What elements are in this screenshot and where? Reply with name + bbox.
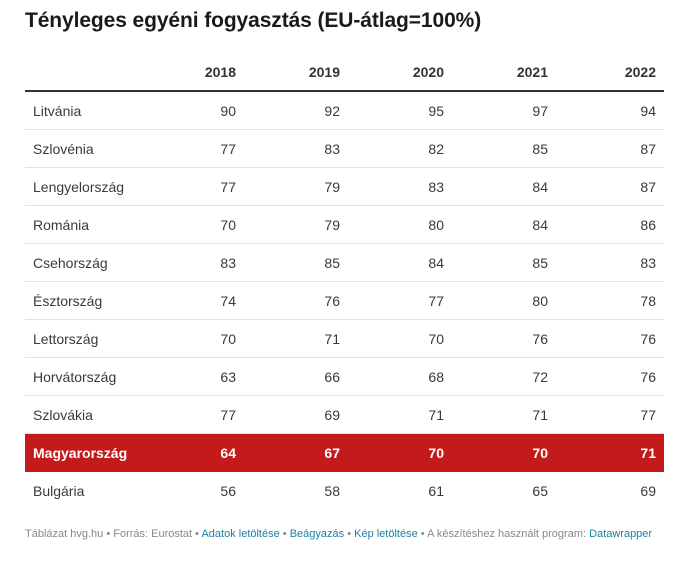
value-cell: 77 xyxy=(348,281,452,320)
value-cell: 71 xyxy=(556,433,664,472)
value-cell: 83 xyxy=(556,243,664,282)
value-cell: 82 xyxy=(348,129,452,168)
value-cell: 64 xyxy=(140,433,244,472)
header-row: 2018 2019 2020 2021 2022 xyxy=(25,53,664,92)
country-name: Szlovénia xyxy=(25,129,140,168)
value-cell: 70 xyxy=(348,433,452,472)
table-row: Lengyelország 77 79 83 84 87 xyxy=(25,167,664,206)
column-header-year: 2019 xyxy=(244,53,348,92)
value-cell: 94 xyxy=(556,91,664,130)
table-row: Szlovénia 77 83 82 85 87 xyxy=(25,129,664,168)
value-cell: 84 xyxy=(452,205,556,244)
value-cell: 68 xyxy=(348,357,452,396)
value-cell: 67 xyxy=(244,433,348,472)
datawrapper-link[interactable]: Datawrapper xyxy=(589,528,653,540)
value-cell: 80 xyxy=(348,205,452,244)
table-row: Litvánia 90 92 95 97 94 xyxy=(25,91,664,130)
country-name: Lengyelország xyxy=(25,167,140,206)
value-cell: 71 xyxy=(244,319,348,358)
value-cell: 74 xyxy=(140,281,244,320)
table-row: Szlovákia 77 69 71 71 77 xyxy=(25,395,664,434)
value-cell: 86 xyxy=(556,205,664,244)
value-cell: 71 xyxy=(348,395,452,434)
value-cell: 70 xyxy=(140,205,244,244)
value-cell: 69 xyxy=(640,482,656,499)
footer-separator: • xyxy=(344,528,355,540)
value-cell: 77 xyxy=(140,129,244,168)
value-cell: 70 xyxy=(348,319,452,358)
column-header-year: 2020 xyxy=(348,53,452,92)
country-name: Litvánia xyxy=(25,91,140,130)
value-cell: 79 xyxy=(244,205,348,244)
footer-program-label: • A készítéshez használt program: xyxy=(417,528,590,540)
country-name: Csehország xyxy=(25,243,140,282)
table-row: Csehország 83 85 84 85 83 xyxy=(25,243,664,282)
column-header-year: 2022 xyxy=(556,53,664,92)
table-row: Horvátország 63 66 68 72 76 xyxy=(25,357,664,396)
download-image-link[interactable]: Kép letöltése xyxy=(354,528,418,540)
country-name: Románia xyxy=(25,205,140,244)
value-cell: 76 xyxy=(556,319,664,358)
value-cell: 83 xyxy=(140,243,244,282)
value-cell: 83 xyxy=(348,167,452,206)
value-cell: 79 xyxy=(244,167,348,206)
value-cell: 90 xyxy=(140,91,244,130)
value-cell: 84 xyxy=(348,243,452,282)
value-cell: 87 xyxy=(556,167,664,206)
value-cell: 66 xyxy=(244,357,348,396)
value-cell: 87 xyxy=(556,129,664,168)
country-name: Horvátország xyxy=(25,357,140,396)
value-cell: 69 xyxy=(244,395,348,434)
country-name: Szlovákia xyxy=(25,395,140,434)
country-name: Lettország xyxy=(25,319,140,358)
footer-source: Táblázat hvg.hu • Forrás: Eurostat • xyxy=(25,528,202,540)
value-cell: 78 xyxy=(556,281,664,320)
table-row: Észtország 74 76 77 80 78 xyxy=(25,281,664,320)
column-header-country xyxy=(25,53,140,92)
value-cell: 85 xyxy=(452,243,556,282)
value-cell: 71 xyxy=(452,395,556,434)
value-cell: 70 xyxy=(452,433,556,472)
data-table: 2018 2019 2020 2021 2022 Litvánia 90 92 95 9… xyxy=(25,53,664,509)
download-data-link[interactable]: Adatok letöltése xyxy=(201,528,280,540)
value-cell: 85 xyxy=(452,129,556,168)
table-row: Lettország 70 71 70 76 76 xyxy=(25,319,664,358)
table-row-highlighted: Magyarország 64 67 70 70 71 xyxy=(25,433,664,472)
value-cell: 70 xyxy=(140,319,244,358)
value-cell: 76 xyxy=(244,281,348,320)
value-cell: 77 xyxy=(140,167,244,206)
value-cell: 56 xyxy=(220,482,236,499)
column-header-year: 2018 xyxy=(140,53,244,92)
value-cell: 95 xyxy=(348,91,452,130)
value-cell: 85 xyxy=(244,243,348,282)
footer-separator: • xyxy=(279,528,290,540)
value-cell: 76 xyxy=(556,357,664,396)
chart-title: Tényleges egyéni fogyasztás (EU-átlag=10… xyxy=(25,9,482,32)
value-cell: 97 xyxy=(452,91,556,130)
embed-link[interactable]: Beágyazás xyxy=(289,528,345,540)
column-header-year: 2021 xyxy=(452,53,556,92)
country-name: Bulgária xyxy=(33,482,85,499)
table-row: Románia 70 79 80 84 86 xyxy=(25,205,664,244)
value-cell: 72 xyxy=(452,357,556,396)
table-row: Bulgária 56 58 61 65 69 xyxy=(25,472,664,510)
value-cell: 77 xyxy=(556,395,664,434)
value-cell: 76 xyxy=(452,319,556,358)
value-cell: 58 xyxy=(324,482,340,499)
country-name: Észtország xyxy=(25,281,140,320)
country-name: Magyarország xyxy=(25,433,140,472)
value-cell: 84 xyxy=(452,167,556,206)
footer-credits: Táblázat hvg.hu • Forrás: Eurostat • Ada… xyxy=(25,528,652,540)
value-cell: 61 xyxy=(428,482,444,499)
value-cell: 83 xyxy=(244,129,348,168)
value-cell: 65 xyxy=(532,482,548,499)
value-cell: 92 xyxy=(244,91,348,130)
value-cell: 80 xyxy=(452,281,556,320)
value-cell: 63 xyxy=(140,357,244,396)
value-cell: 77 xyxy=(140,395,244,434)
